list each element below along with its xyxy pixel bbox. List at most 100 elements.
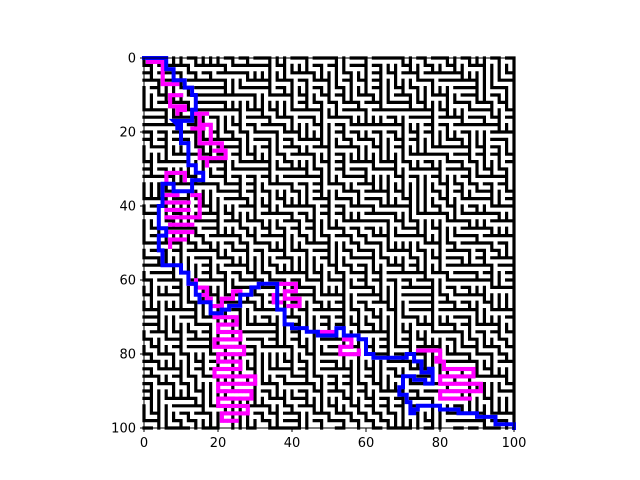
explored-cell [438, 359, 443, 364]
explored-cell [175, 104, 180, 109]
explored-cell [223, 411, 228, 416]
explored-cell [186, 222, 191, 227]
explored-cell [349, 352, 354, 357]
explored-cell [179, 170, 184, 175]
explored-cell [212, 141, 217, 146]
explored-cell [227, 374, 232, 379]
explored-cell [160, 70, 165, 76]
explored-cell [242, 396, 247, 401]
explored-cell [471, 374, 476, 379]
explored-cell [208, 137, 213, 142]
explored-cell [238, 366, 243, 372]
explored-cell [230, 296, 236, 301]
explored-cell [197, 207, 202, 212]
explored-cell [441, 396, 446, 401]
explored-cell [201, 285, 206, 290]
explored-cell [197, 122, 202, 127]
explored-cell [197, 193, 202, 198]
explored-cell [438, 374, 443, 379]
explored-cell [415, 348, 421, 353]
explored-cell [175, 200, 180, 205]
explored-cell [164, 193, 169, 198]
explored-cell [445, 381, 450, 386]
explored-cell [219, 344, 224, 349]
explored-cell [208, 130, 213, 135]
explored-cell [230, 352, 236, 357]
explored-cell [156, 59, 162, 64]
explored-cell [230, 315, 236, 320]
explored-cell [286, 281, 291, 286]
explored-cell [230, 292, 236, 298]
explored-cell [175, 237, 180, 242]
explored-cell [182, 107, 187, 113]
explored-cell [449, 396, 454, 401]
explored-cell [219, 329, 224, 335]
explored-cell [234, 403, 239, 409]
explored-cell [216, 304, 221, 309]
explored-cell [471, 370, 476, 375]
explored-cell [201, 141, 206, 146]
explored-cell [216, 326, 221, 331]
explored-cell [234, 381, 239, 386]
explored-cell [242, 348, 247, 353]
explored-cell [197, 111, 202, 116]
explored-cell [238, 329, 243, 335]
explored-cell [430, 348, 435, 353]
explored-cell [201, 126, 206, 131]
explored-cell [464, 396, 469, 401]
explored-cell [212, 374, 217, 379]
explored-cell [182, 237, 187, 242]
explored-cell [216, 389, 221, 394]
explored-cell [445, 374, 450, 379]
explored-cell [293, 285, 298, 290]
y-tick-label: 80 [119, 348, 136, 363]
explored-cell [168, 96, 173, 101]
y-tick-label: 20 [119, 126, 136, 141]
explored-cell [286, 304, 291, 309]
explored-cell [171, 215, 176, 220]
explored-cell [216, 148, 221, 153]
explored-cell [182, 104, 187, 109]
explored-cell [345, 352, 350, 357]
explored-cell [219, 322, 224, 327]
explored-cell [212, 337, 217, 342]
explored-cell [175, 170, 180, 175]
explored-cell [234, 337, 239, 342]
explored-cell [205, 156, 210, 161]
explored-cell [234, 411, 239, 416]
explored-cell [230, 403, 236, 409]
explored-cell [475, 381, 480, 386]
explored-cell [193, 215, 199, 220]
explored-cell [197, 285, 202, 290]
explored-cell [445, 366, 450, 372]
explored-cell [227, 344, 232, 349]
explored-cell [212, 156, 217, 161]
explored-cell [271, 292, 276, 298]
explored-cell [171, 200, 176, 205]
explored-cell [279, 281, 284, 286]
y-tick-label: 60 [119, 274, 136, 289]
explored-cell [186, 200, 191, 205]
explored-cell [223, 396, 228, 401]
explored-cell [456, 389, 461, 394]
y-tick-label: 100 [111, 422, 136, 437]
explored-cell [164, 82, 169, 87]
explored-cell [245, 411, 250, 416]
explored-cell [197, 126, 202, 131]
explored-cell [341, 344, 347, 349]
explored-cell [216, 366, 221, 372]
explored-cell [452, 374, 458, 379]
explored-cell [230, 329, 236, 335]
explored-cell [438, 355, 443, 360]
explored-cell [227, 389, 232, 394]
explored-cell [286, 289, 291, 294]
explored-cell [168, 93, 173, 98]
explored-cell [186, 230, 191, 235]
explored-cell [190, 215, 195, 220]
explored-cell [227, 396, 232, 401]
explored-cell [238, 381, 243, 386]
explored-cell [223, 403, 228, 409]
x-tick-label: 80 [432, 436, 449, 451]
explored-cell [438, 381, 443, 386]
explored-cell [253, 378, 258, 383]
